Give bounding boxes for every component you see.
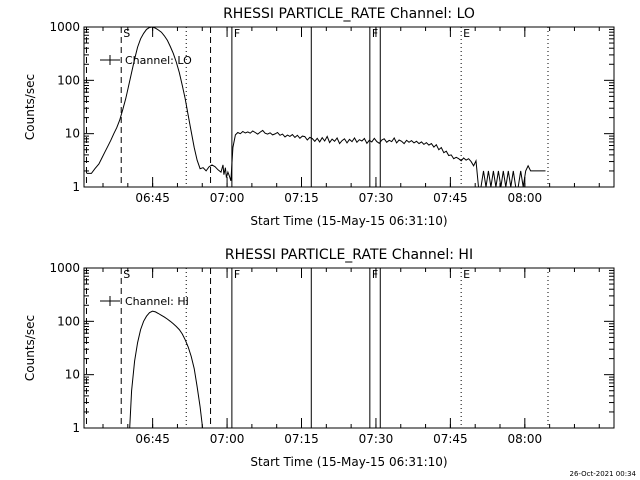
chart-title: RHESSI PARTICLE_RATE Channel: HI bbox=[225, 247, 473, 263]
x-axis-label: Start Time (15-May-15 06:31:10) bbox=[250, 455, 447, 469]
marker-label: F bbox=[372, 268, 378, 281]
marker-label: E bbox=[463, 27, 470, 40]
legend: Channel: LO bbox=[100, 54, 192, 67]
y-tick-label: 1 bbox=[72, 421, 80, 435]
x-tick-label: 06:45 bbox=[135, 432, 170, 446]
x-tick-label: 08:00 bbox=[508, 191, 543, 205]
plot-frame bbox=[83, 267, 615, 429]
x-tick-label: 07:00 bbox=[210, 191, 245, 205]
y-tick-label: 10 bbox=[65, 368, 80, 382]
marker-label: F bbox=[234, 27, 240, 40]
x-tick-label: 07:15 bbox=[284, 191, 319, 205]
series-group bbox=[129, 310, 204, 429]
marker-lines bbox=[85, 268, 549, 428]
plot-frame bbox=[83, 26, 615, 188]
x-tick-label: 07:30 bbox=[359, 191, 394, 205]
x-tick-label: 07:15 bbox=[284, 432, 319, 446]
legend-label: Channel: HI bbox=[125, 295, 189, 308]
x-tick-label: 07:45 bbox=[433, 191, 468, 205]
x-tick-label: 06:45 bbox=[135, 191, 170, 205]
y-tick-label: 1000 bbox=[49, 261, 80, 275]
x-tick-label: 08:00 bbox=[508, 432, 543, 446]
panel-hi: RHESSI PARTICLE_RATE Channel: HI Start T… bbox=[23, 247, 615, 469]
marker-label: S bbox=[123, 268, 130, 281]
generated-timestamp: 26-Oct-2021 00:34 bbox=[569, 470, 636, 478]
y-tick-label: 1000 bbox=[49, 20, 80, 34]
series-group bbox=[86, 26, 546, 188]
x-tick-label: 07:30 bbox=[359, 432, 394, 446]
y-tick-label: 1 bbox=[72, 180, 80, 194]
y-tick-label: 100 bbox=[57, 73, 80, 87]
legend: Channel: HI bbox=[100, 295, 189, 308]
y-axis-label: Counts/sec bbox=[23, 315, 37, 381]
legend-label: Channel: LO bbox=[125, 54, 192, 67]
marker-label: E bbox=[463, 268, 470, 281]
chart-title: RHESSI PARTICLE_RATE Channel: LO bbox=[223, 6, 475, 22]
series-line bbox=[86, 26, 546, 188]
panel-lo: RHESSI PARTICLE_RATE Channel: LO Start T… bbox=[23, 6, 615, 228]
marker-label: S bbox=[123, 27, 130, 40]
x-ticks: 06:45 07:00 07:15 07:30 07:45 08:00 bbox=[102, 27, 600, 205]
series-line bbox=[129, 310, 204, 429]
x-axis-label: Start Time (15-May-15 06:31:10) bbox=[250, 214, 447, 228]
marker-label: F bbox=[372, 27, 378, 40]
x-ticks: 06:45 07:00 07:15 07:30 07:45 08:00 bbox=[102, 268, 600, 446]
y-tick-label: 10 bbox=[65, 127, 80, 141]
x-tick-label: 07:00 bbox=[210, 432, 245, 446]
marker-label: F bbox=[234, 268, 240, 281]
y-tick-label: 100 bbox=[57, 314, 80, 328]
x-tick-label: 07:45 bbox=[433, 432, 468, 446]
y-axis-label: Counts/sec bbox=[23, 74, 37, 140]
y-ticks: 1 10 100 1000 bbox=[49, 261, 614, 435]
y-ticks: 1 10 100 1000 bbox=[49, 20, 614, 194]
